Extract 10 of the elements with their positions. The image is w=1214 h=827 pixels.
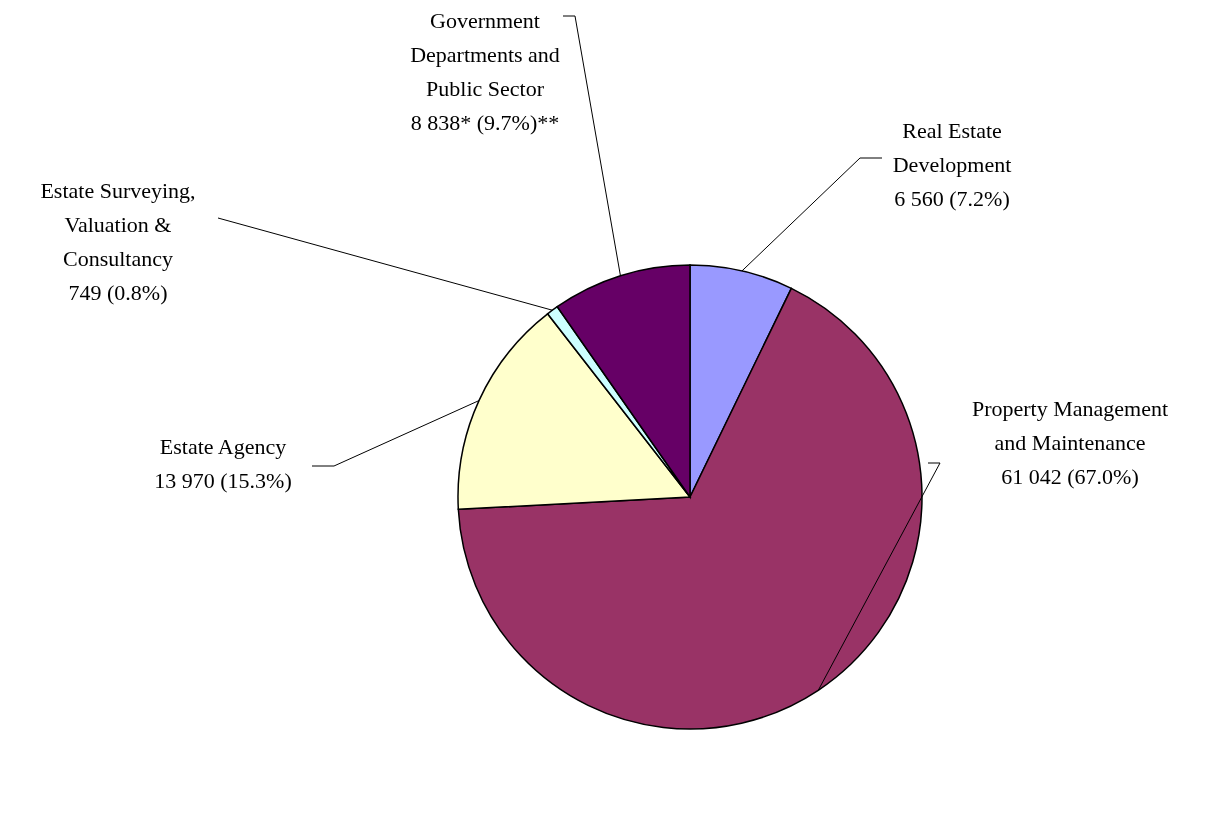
slice-label: Estate Agency	[159, 434, 287, 459]
slice-label: Real Estate Development	[892, 118, 1012, 177]
data-label: 13 970 (15.3%)	[154, 468, 292, 493]
slice-label: Property Management and Maintenance	[971, 396, 1169, 455]
data-label: 749 (0.8%)	[68, 280, 168, 305]
data-label: 61 042 (67.0%)	[1001, 464, 1139, 489]
slice-label: Government Departments and Public Sector	[410, 8, 560, 101]
data-label: 8 838* (9.7%)**	[410, 110, 560, 135]
data-label: 6 560 (7.2%)	[894, 186, 1010, 211]
slice-label: Estate Surveying, Valuation & Consultancy	[40, 178, 196, 271]
